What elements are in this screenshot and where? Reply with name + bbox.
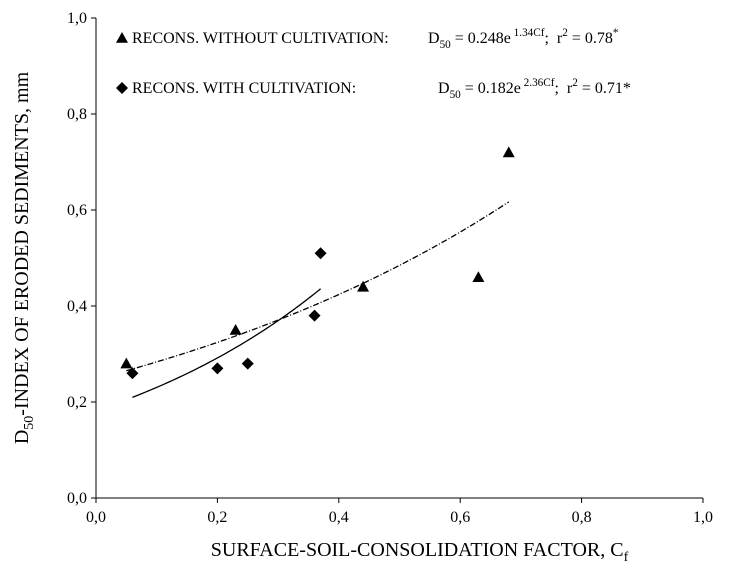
- text-part: D: [438, 80, 450, 97]
- text-part: 2: [572, 77, 578, 89]
- y-tick-label: 0,6: [67, 202, 87, 219]
- x-tick-label: 0,8: [572, 509, 592, 526]
- triangle-marker: [472, 271, 485, 282]
- diamond-marker: [211, 362, 224, 375]
- rich-text: SURFACE-SOIL-CONSOLIDATION FACTOR, Cf: [211, 539, 629, 565]
- text-part: = 0.248e: [451, 30, 511, 47]
- x-tick-label: 0,0: [86, 509, 106, 526]
- diamond-marker: [308, 309, 321, 322]
- y-tick-label: 1,0: [67, 10, 87, 27]
- trend-line: [132, 288, 321, 398]
- text-part: 1.34Cf: [511, 27, 545, 39]
- x-tick-label: 1,0: [693, 509, 713, 526]
- y-tick-label: 0,0: [67, 490, 87, 507]
- y-tick-label: 0,4: [67, 298, 87, 315]
- trend-line: [126, 201, 510, 372]
- diamond-marker: [116, 82, 128, 94]
- diamond-marker: [241, 357, 254, 370]
- x-tick-label: 0,4: [329, 509, 349, 526]
- text-part: 2: [562, 27, 568, 39]
- text-part: 50: [440, 39, 452, 51]
- text-part: ; r: [544, 30, 562, 47]
- legend-label: RECONS. WITHOUT CULTIVATION:: [132, 30, 389, 47]
- text-part: -INDEX OF ERODED SEDIMENTS, mm: [11, 71, 33, 415]
- text-part: = 0.182e: [461, 80, 521, 97]
- text-part: *: [613, 27, 619, 39]
- triangle-marker: [357, 280, 370, 292]
- y-tick-label: 0,2: [67, 394, 87, 411]
- rich-text: D50-INDEX OF ERODED SEDIMENTS, mm: [11, 71, 37, 444]
- triangle-marker: [120, 357, 133, 369]
- text-part: f: [624, 550, 629, 565]
- y-tick-label: 0,8: [67, 106, 87, 123]
- diamond-marker: [314, 247, 327, 260]
- text-part: SURFACE-SOIL-CONSOLIDATION FACTOR, C: [211, 539, 624, 561]
- text-part: 50: [450, 89, 462, 101]
- text-part: ; r: [554, 80, 572, 97]
- x-tick-label: 0,6: [450, 509, 470, 526]
- diamond-marker: [126, 367, 139, 380]
- x-tick-label: 0,2: [207, 509, 227, 526]
- text-part: = 0.71*: [578, 80, 631, 97]
- text-part: D: [11, 430, 33, 444]
- text-part: D: [428, 30, 440, 47]
- triangle-marker: [502, 146, 515, 158]
- triangle-marker: [116, 32, 128, 43]
- rich-text: D50 = 0.182e 2.36Cf; r2 = 0.71*: [438, 77, 631, 101]
- rich-text: D50 = 0.248e 1.34Cf; r2 = 0.78*: [428, 27, 619, 51]
- text-part: 50: [22, 416, 37, 430]
- text-part: 2.36Cf: [521, 77, 555, 89]
- triangle-marker: [229, 324, 242, 335]
- legend-label: RECONS. WITH CULTIVATION:: [132, 80, 356, 97]
- text-part: = 0.78: [568, 30, 613, 47]
